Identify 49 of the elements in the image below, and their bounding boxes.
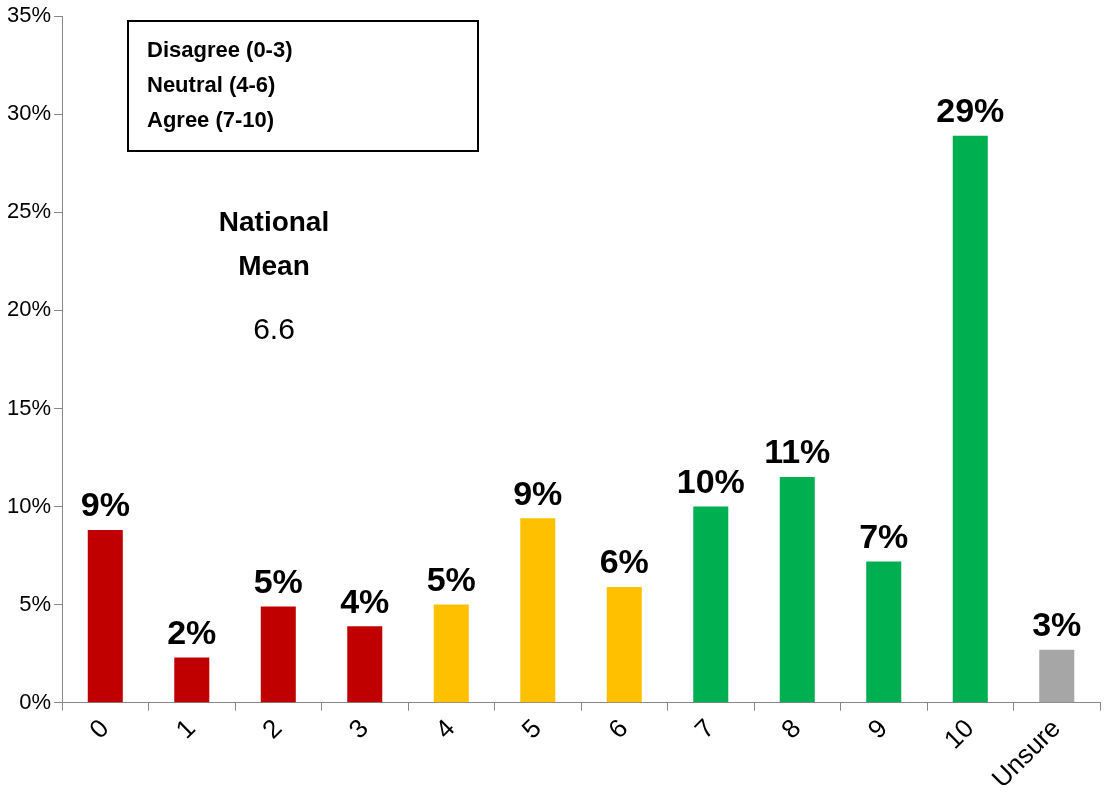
y-tick-label: 25% <box>6 198 52 224</box>
annotation: Mean <box>237 249 311 283</box>
bar <box>347 626 383 703</box>
x-tick-label: 7 <box>688 712 721 745</box>
x-tick-label: 10 <box>937 712 980 755</box>
bar <box>866 561 902 703</box>
bar <box>87 530 123 703</box>
y-tick-label: 20% <box>6 296 52 322</box>
bar <box>174 657 210 703</box>
data-label: 3% <box>1032 605 1082 644</box>
annotation: Neutral (4-6) <box>147 71 277 99</box>
data-label: 29% <box>936 91 1005 130</box>
x-tick-label: 3 <box>342 712 375 745</box>
x-tick-label: 4 <box>429 712 461 745</box>
x-tick-label: 2 <box>256 712 288 745</box>
y-tick-label: 10% <box>6 492 52 518</box>
bar <box>433 604 469 703</box>
data-label: 9% <box>80 485 130 524</box>
data-label: 7% <box>859 516 909 555</box>
bar <box>952 135 988 703</box>
y-tick-label: 0% <box>19 688 52 714</box>
data-label: 2% <box>167 612 217 651</box>
data-label: 5% <box>253 561 303 600</box>
bar <box>779 477 815 703</box>
data-label: 4% <box>340 581 390 620</box>
bar <box>693 506 729 703</box>
bar <box>1039 649 1075 703</box>
y-tick-label: 5% <box>19 590 52 616</box>
x-tick-label: 0 <box>83 712 115 745</box>
y-tick-label: 30% <box>6 100 52 126</box>
annotation: Disagree (0-3) <box>147 36 294 64</box>
data-label: 11% <box>764 432 831 471</box>
data-label: 5% <box>426 559 476 598</box>
bar <box>606 586 642 703</box>
x-tick-label: 1 <box>169 712 202 745</box>
y-tick-label: 35% <box>6 2 52 28</box>
x-tick-label: 8 <box>775 712 807 745</box>
data-label: 6% <box>599 542 649 581</box>
annotation: Agree (7-10) <box>147 106 276 134</box>
y-tick-label: 15% <box>6 394 52 420</box>
annotation: National <box>217 205 331 239</box>
bar <box>260 606 296 703</box>
x-tick-label: 6 <box>602 712 634 745</box>
data-label: 9% <box>513 473 563 512</box>
bar <box>520 518 556 703</box>
annotation: 6.6 <box>252 312 296 346</box>
x-tick-label: 9 <box>861 712 894 745</box>
x-tick-label: 5 <box>515 712 548 745</box>
data-label: 10% <box>676 461 745 500</box>
